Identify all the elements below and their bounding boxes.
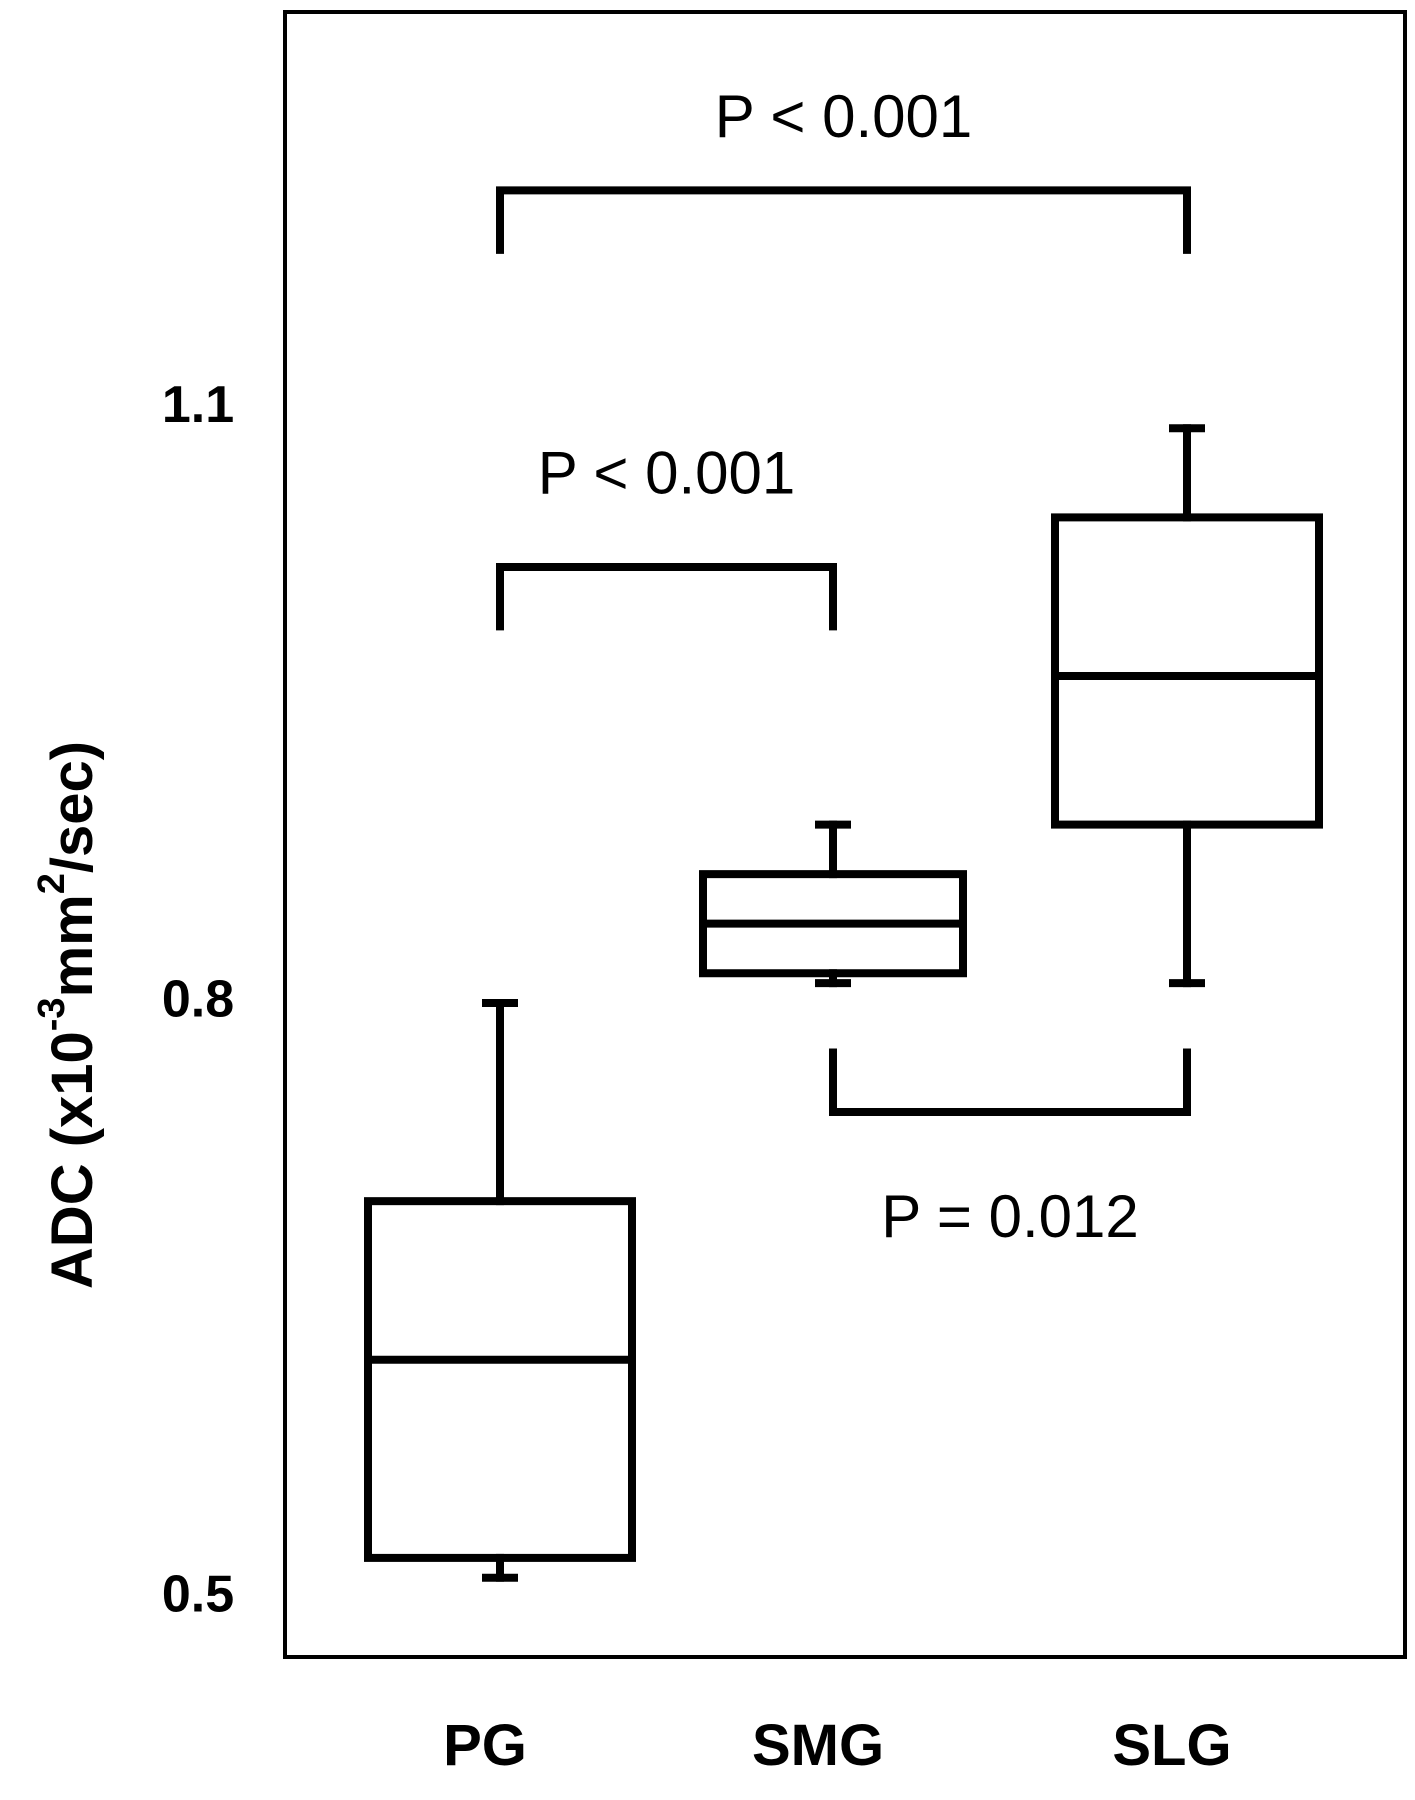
boxes-layer <box>364 424 1323 1582</box>
x-category-label: SMG <box>752 1713 884 1778</box>
y-axis-label-middle: mm <box>40 894 105 997</box>
bracket-line <box>829 1048 1191 1116</box>
x-category-labels: PG SMG SLG <box>443 1713 1232 1778</box>
y-tick-label: 0.5 <box>162 1565 234 1623</box>
significance-bracket-3: P = 0.012 <box>829 1048 1191 1250</box>
p-value-label: P < 0.001 <box>715 83 972 150</box>
iqr-box <box>1051 513 1323 829</box>
plot-frame <box>283 10 1407 1659</box>
y-tick-labels: 0.5 0.8 1.1 <box>162 376 234 1623</box>
box-pg <box>364 998 636 1582</box>
y-axis-label-prefix: ADC (x10 <box>40 1031 105 1289</box>
y-tick-label: 1.1 <box>162 376 234 434</box>
y-axis-label-exp1: -3 <box>31 997 73 1031</box>
bracket-line <box>496 562 837 631</box>
box-slg <box>1051 424 1323 988</box>
iqr-box <box>364 1197 636 1562</box>
p-value-label: P = 0.012 <box>881 1183 1138 1250</box>
significance-bracket-1: P < 0.001 <box>496 83 1191 254</box>
y-axis-label-suffix: /sec) <box>40 741 105 873</box>
x-category-label: SLG <box>1112 1713 1231 1778</box>
significance-bracket-2: P < 0.001 <box>496 440 837 631</box>
p-value-label: P < 0.001 <box>538 440 795 507</box>
bracket-line <box>496 186 1191 254</box>
box-smg <box>699 820 967 988</box>
x-category-label: PG <box>443 1713 527 1778</box>
annotations-layer: P < 0.001 P < 0.001 P = 0.012 <box>496 83 1191 1250</box>
y-tick-label: 0.8 <box>162 971 234 1029</box>
y-axis-label-exp2: 2 <box>31 873 73 894</box>
y-axis-label: ADC (x10-3mm2/sec) <box>31 741 105 1289</box>
